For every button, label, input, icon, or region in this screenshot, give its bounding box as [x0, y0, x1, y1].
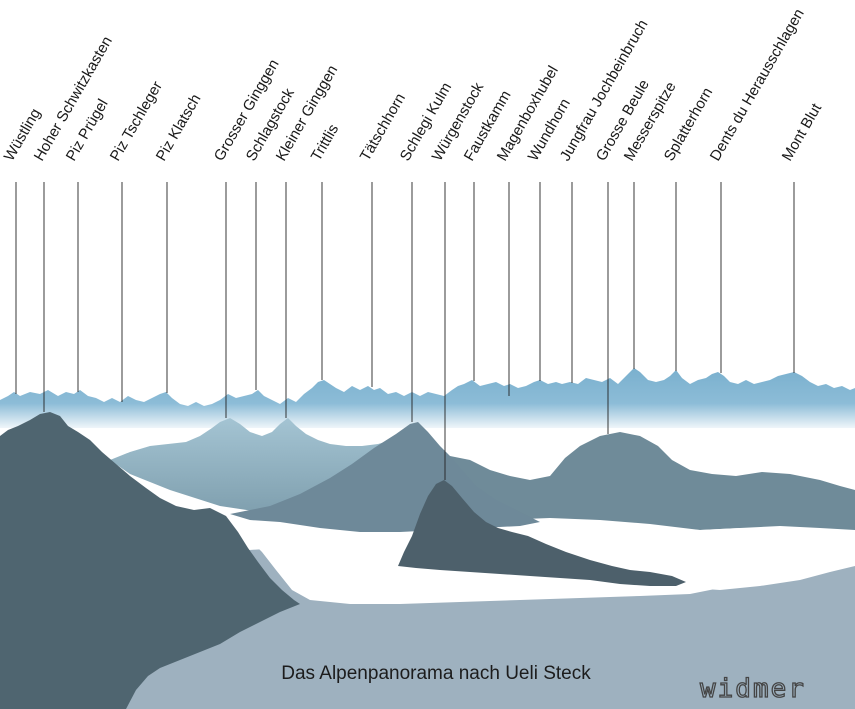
peak-label: Mont Blut [779, 100, 826, 164]
caption: Das Alpenpanorama nach Ueli Steck [281, 663, 591, 684]
peak-label: Trittlis [308, 121, 342, 164]
peak-pointer-lines [15, 182, 795, 480]
artist-signature: widmer [700, 674, 806, 704]
left-cliff [0, 412, 300, 709]
mid-right-hills [430, 432, 855, 530]
peak-label: Piz Klatsch [153, 91, 205, 164]
foreground-island [398, 480, 686, 586]
far-mountain-range [0, 368, 855, 432]
peak-labels: Wüstling Hoher Schwitzkasten Piz Prügel … [1, 6, 826, 164]
